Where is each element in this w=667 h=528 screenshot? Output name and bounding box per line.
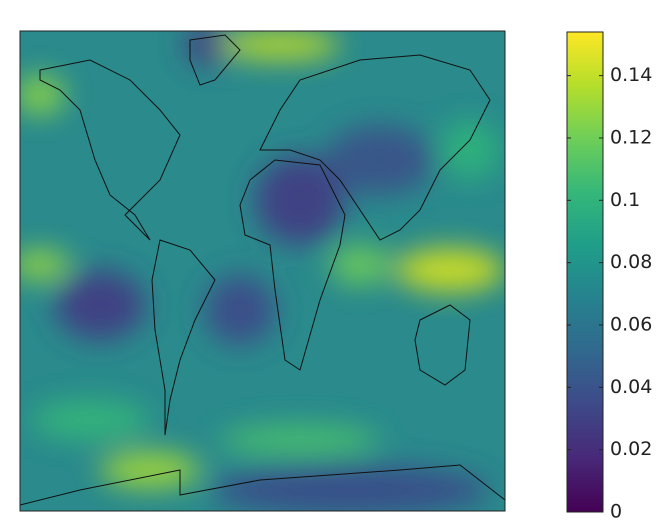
coastlines: [20, 34, 505, 511]
colorbar-tick-label: 0.04: [610, 376, 652, 398]
colorbar-tick-label: 0.12: [610, 126, 652, 148]
colorbar-tick-label: 0: [610, 501, 622, 523]
colorbar: [566, 31, 604, 513]
colorbar-tick-label: 0.14: [610, 64, 652, 86]
map-field: [20, 31, 505, 511]
map-frame: [19, 30, 506, 512]
colorbar-tick-label: 0.1: [610, 189, 640, 211]
colorbar-tick-label: 0.08: [610, 251, 652, 273]
colorbar-tick-label: 0.02: [610, 438, 652, 460]
colorbar-tick-label: 0.06: [610, 313, 652, 335]
